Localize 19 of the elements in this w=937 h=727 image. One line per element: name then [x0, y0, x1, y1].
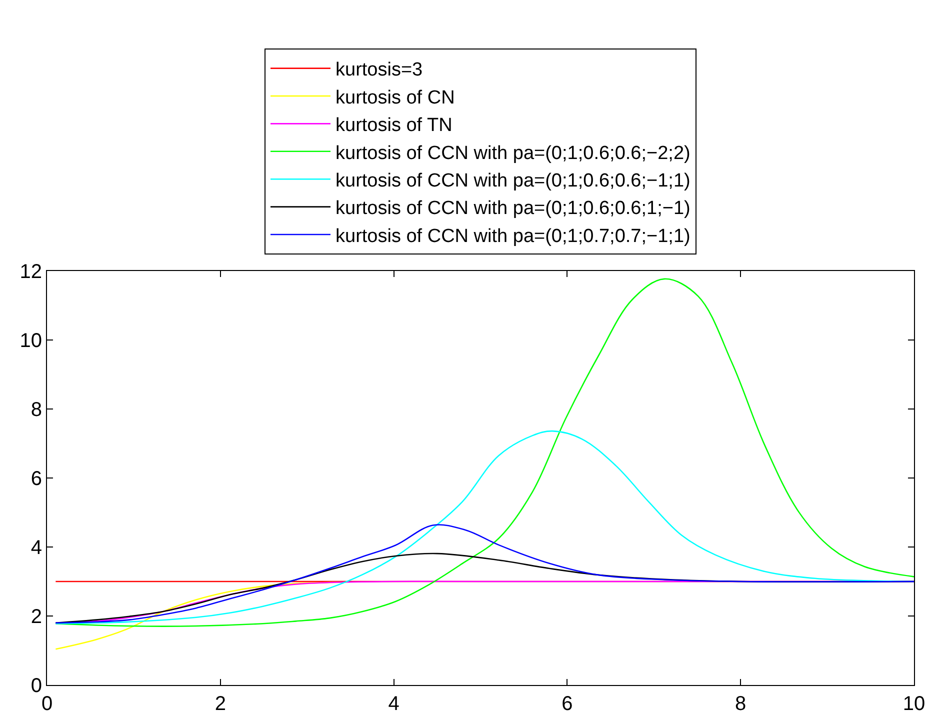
legend-label: kurtosis of CCN with pa=(0;1;0.6;0.6;1;−1) — [336, 198, 690, 220]
legend-label: kurtosis of CCN with pa=(0;1;0.6;0.6;−2;2) — [336, 142, 690, 164]
y-tick-label: 12 — [20, 261, 42, 283]
x-tick-label: 4 — [388, 693, 400, 715]
legend-label: kurtosis of CCN with pa=(0;1;0.7;0.7;−1;1) — [336, 226, 690, 247]
legend-label: kurtosis of CN — [336, 87, 455, 108]
x-tick-label: 10 — [902, 693, 926, 715]
y-tick-label: 2 — [30, 606, 42, 628]
legend-label: kurtosis of CCN with pa=(0;1;0.6;0.6;−1;1) — [336, 170, 690, 192]
y-tick-label: 0 — [30, 675, 42, 697]
x-tick-label: 2 — [214, 693, 226, 715]
x-tick-label: 6 — [562, 693, 573, 715]
y-tick-label: 8 — [30, 399, 42, 421]
y-tick-label: 4 — [30, 537, 42, 559]
x-tick-label: 8 — [735, 693, 746, 715]
legend-label: kurtosis of TN — [336, 115, 452, 136]
y-tick-label: 10 — [20, 330, 42, 352]
y-tick-label: 6 — [30, 468, 42, 490]
legend-label: kurtosis=3 — [336, 60, 423, 81]
